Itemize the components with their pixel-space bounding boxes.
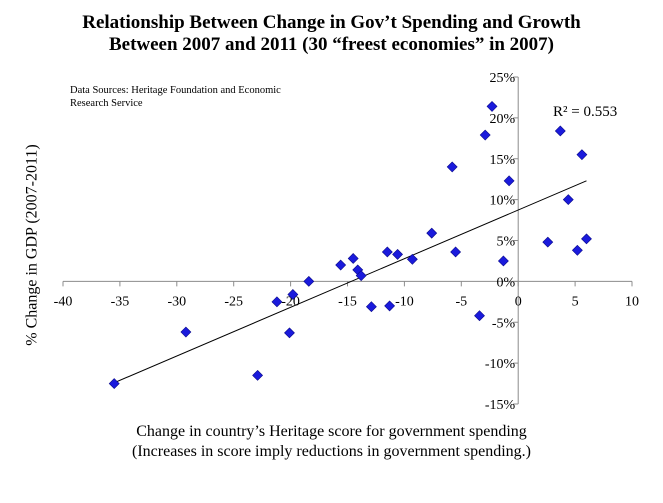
x-axis-label-line-1: Change in country’s Heritage score for g… bbox=[136, 423, 527, 440]
x-tick-label: -15 bbox=[338, 294, 357, 309]
data-point bbox=[355, 270, 367, 282]
data-point bbox=[108, 378, 120, 389]
y-tick-label: -5% bbox=[492, 316, 516, 331]
data-point bbox=[446, 161, 458, 173]
axes: -40 -35 -30 -25 -20 -15 -10 -5 0 5 10-15%-10%-5%0%… bbox=[54, 71, 639, 413]
data-point bbox=[287, 289, 299, 300]
data-point bbox=[426, 227, 438, 239]
data-point bbox=[392, 248, 403, 260]
data-source-line-1: Data Sources: Heritage Foundation and Ec… bbox=[70, 85, 281, 96]
data-point bbox=[365, 301, 377, 313]
data-point bbox=[406, 253, 418, 265]
x-tick-label: -5 bbox=[455, 294, 467, 309]
y-tick-label: -15% bbox=[485, 398, 516, 413]
x-tick-label: -40 bbox=[54, 294, 73, 309]
data-point bbox=[384, 300, 396, 312]
x-tick-label: -35 bbox=[111, 294, 130, 309]
x-tick-label: -10 bbox=[395, 294, 414, 309]
data-point bbox=[180, 326, 192, 338]
x-tick-label: -30 bbox=[167, 294, 186, 309]
x-tick-label: -25 bbox=[224, 294, 243, 309]
x-tick-label: 0 bbox=[515, 294, 522, 309]
chart-title: Relationship Between Change in Gov’t Spe… bbox=[0, 12, 663, 56]
data-point bbox=[474, 310, 485, 322]
data-source-note: Data Sources: Heritage Foundation and Ec… bbox=[70, 84, 310, 110]
y-tick-label: 10% bbox=[490, 194, 516, 209]
data-source-line-2: Research Service bbox=[70, 98, 143, 109]
data-point bbox=[450, 246, 462, 258]
data-point bbox=[284, 327, 295, 339]
chart-title-line-1: Relationship Between Change in Gov’t Spe… bbox=[82, 12, 581, 33]
x-axis-label-line-2: (Increases in score imply reductions in … bbox=[132, 443, 531, 460]
data-point bbox=[542, 236, 554, 248]
data-point bbox=[581, 233, 592, 245]
data-point bbox=[381, 246, 393, 258]
data-point bbox=[562, 194, 574, 206]
data-point bbox=[347, 253, 359, 264]
data-point bbox=[335, 259, 347, 271]
trendline bbox=[114, 180, 587, 384]
y-tick-label: 15% bbox=[490, 153, 516, 168]
data-point bbox=[576, 149, 588, 161]
trendline-group bbox=[114, 180, 587, 384]
chart-title-line-2: Between 2007 and 2011 (30 “freest econom… bbox=[108, 34, 555, 55]
data-point bbox=[252, 369, 264, 381]
y-tick-label: 0% bbox=[497, 275, 516, 290]
y-tick-label: -10% bbox=[485, 357, 516, 372]
r-squared-label: R² = 0.553 bbox=[553, 104, 617, 120]
y-tick-label: 25% bbox=[490, 71, 516, 86]
data-point bbox=[503, 175, 515, 187]
y-tick-label: 20% bbox=[490, 112, 516, 127]
data-points bbox=[108, 101, 592, 389]
data-point bbox=[554, 125, 566, 137]
y-axis-label: % Change in GDP (2007-2011) bbox=[23, 143, 41, 346]
data-point bbox=[497, 255, 509, 267]
x-tick-label: 10 bbox=[625, 294, 639, 309]
data-point bbox=[303, 275, 315, 287]
data-point bbox=[486, 101, 498, 112]
data-point bbox=[571, 244, 583, 256]
data-point bbox=[271, 296, 283, 308]
y-tick-label: 5% bbox=[497, 235, 516, 250]
data-point bbox=[479, 129, 491, 141]
x-axis-label: Change in country’s Heritage score for g… bbox=[0, 422, 663, 462]
x-tick-label: 5 bbox=[572, 294, 579, 309]
